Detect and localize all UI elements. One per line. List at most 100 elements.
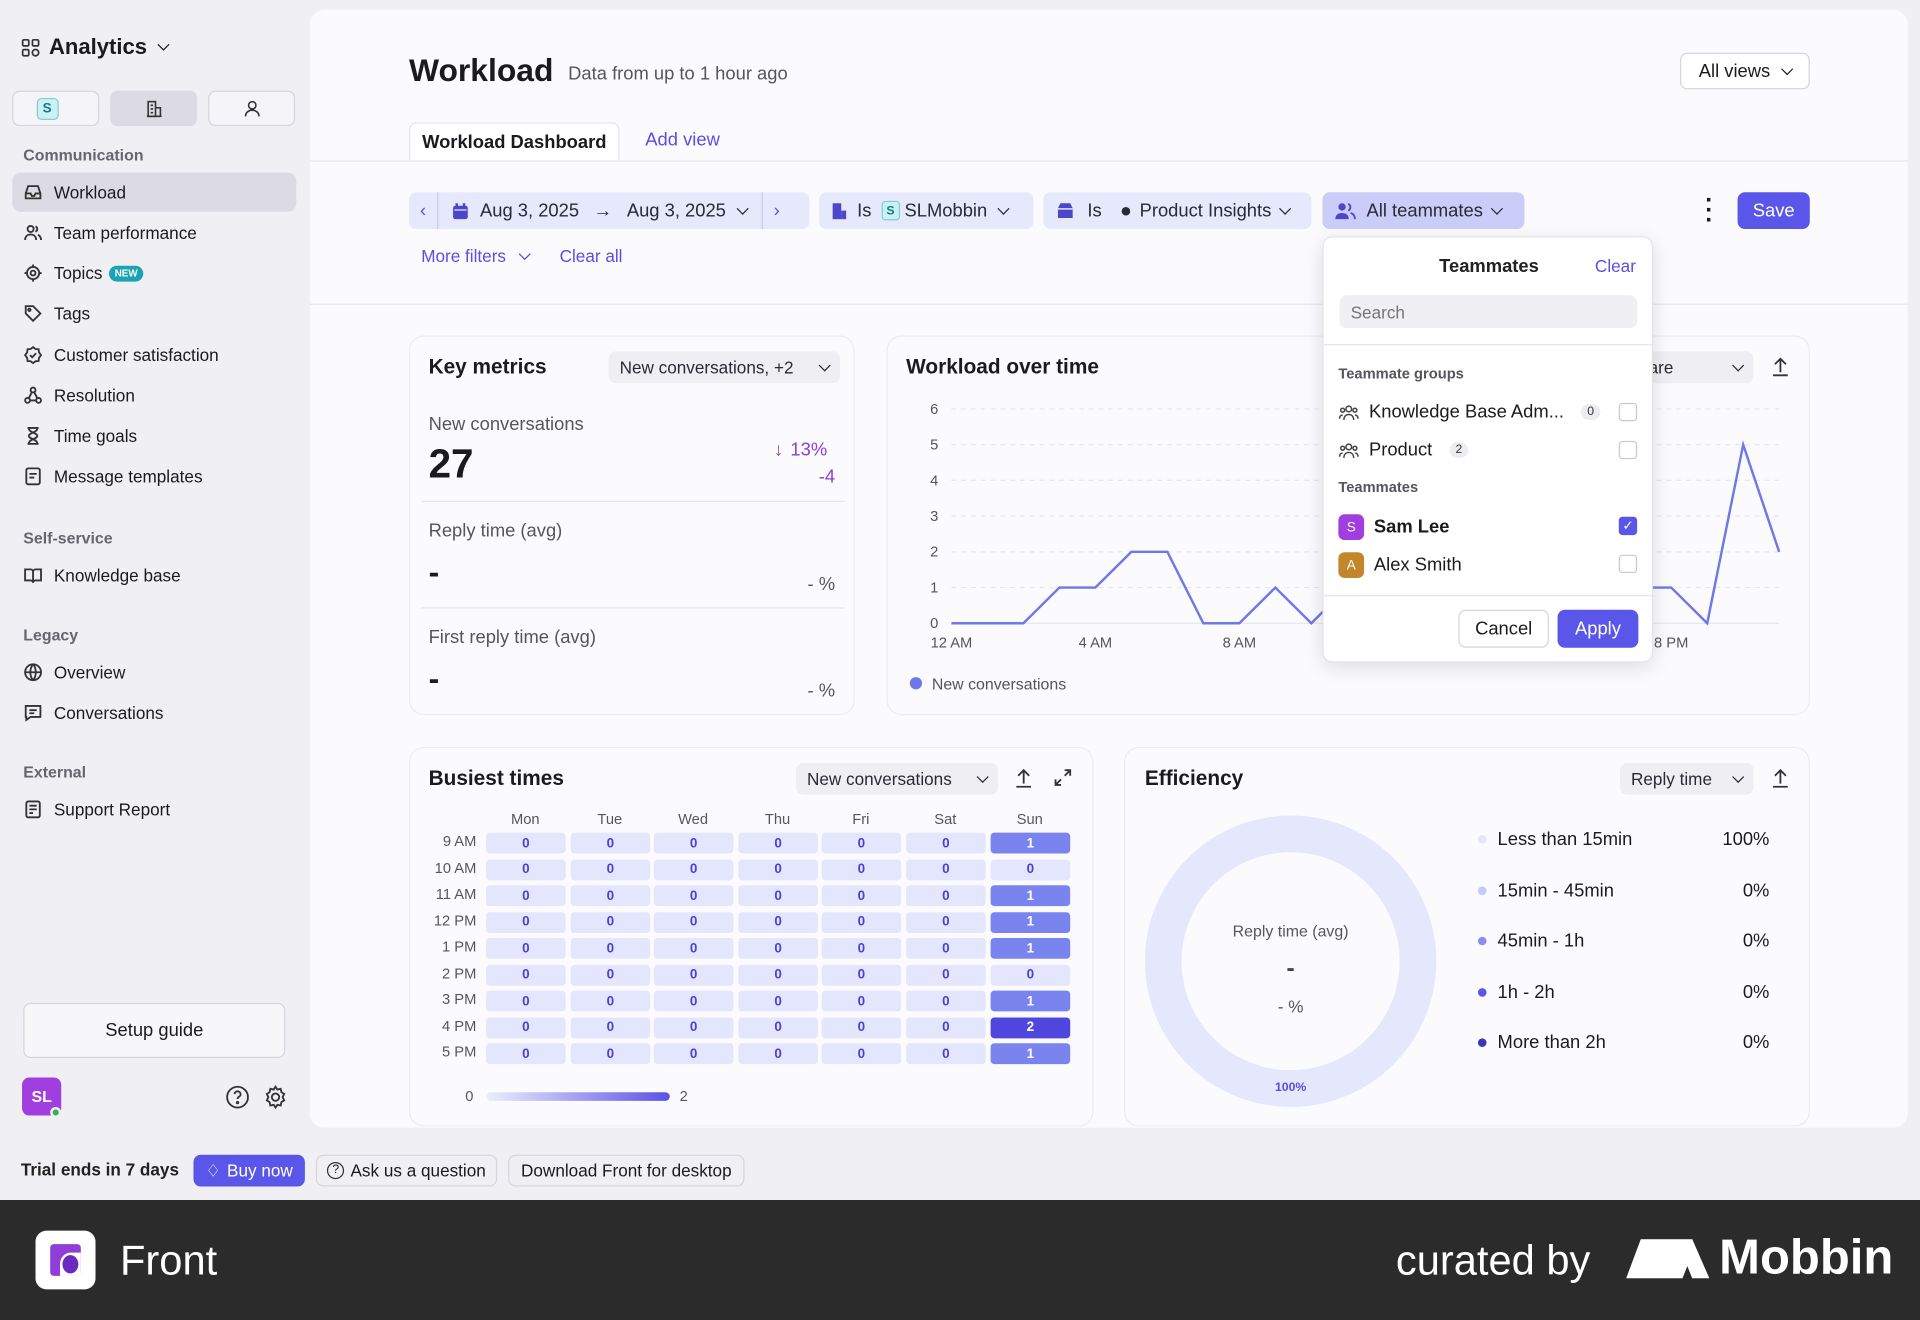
heatmap-cell[interactable]: 0 — [906, 937, 986, 959]
gear-icon[interactable] — [263, 1085, 287, 1110]
inbox-filter[interactable]: Is Product Insights — [1043, 192, 1312, 229]
heatmap-cell[interactable]: 0 — [486, 911, 566, 933]
heatmap-cell[interactable]: 0 — [570, 832, 651, 854]
sidebar-item-topics[interactable]: Topics NEW — [12, 253, 296, 292]
teammate-option-alex-smith[interactable]: A Alex Smith — [1338, 552, 1462, 578]
heatmap-cell[interactable]: 1 — [990, 885, 1071, 907]
company-view-button[interactable] — [110, 90, 198, 127]
date-range-filter[interactable]: ‹ Aug 3, 2025 → Aug 3, 2025 › — [408, 192, 810, 229]
more-filters-button[interactable]: More filters — [421, 246, 532, 266]
heatmap-cell[interactable]: 0 — [653, 1016, 734, 1038]
user-avatar[interactable]: SL — [22, 1077, 62, 1116]
heatmap-cell[interactable]: 0 — [570, 1016, 651, 1038]
tab-add-view[interactable]: Add view — [645, 129, 720, 151]
sidebar-item-knowledge-base[interactable]: Knowledge base — [12, 556, 296, 595]
heatmap-cell[interactable]: 0 — [906, 1043, 986, 1065]
heatmap-cell[interactable]: 0 — [738, 911, 818, 933]
heatmap-cell[interactable]: 0 — [821, 832, 902, 854]
heatmap-cell[interactable]: 0 — [653, 990, 734, 1012]
help-icon[interactable] — [225, 1085, 249, 1109]
heatmap-cell[interactable]: 0 — [570, 911, 651, 933]
heatmap-cell[interactable]: 0 — [821, 1043, 902, 1065]
heatmap-cell[interactable]: 0 — [486, 1043, 566, 1065]
heatmap-cell[interactable]: 0 — [486, 858, 566, 880]
heatmap-cell[interactable]: 0 — [570, 858, 651, 880]
clear-button[interactable]: Clear — [1594, 255, 1636, 276]
heatmap-cell[interactable]: 0 — [653, 832, 734, 854]
heatmap-cell[interactable]: 0 — [486, 832, 566, 854]
heatmap-cell[interactable]: 0 — [570, 964, 651, 986]
heatmap-cell[interactable]: 0 — [653, 1043, 734, 1065]
heatmap-cell[interactable]: 0 — [653, 885, 734, 907]
sidebar-item-conversations[interactable]: Conversations — [12, 693, 296, 732]
teammates-filter[interactable]: All teammates — [1322, 192, 1525, 229]
heatmap-cell[interactable]: 0 — [738, 964, 818, 986]
legend-label[interactable]: New conversations — [932, 676, 1066, 693]
sidebar-item-team-performance[interactable]: Team performance — [12, 213, 296, 252]
all-views-dropdown[interactable]: All views — [1680, 52, 1810, 90]
heatmap-cell[interactable]: 0 — [738, 1016, 818, 1038]
sidebar-item-time-goals[interactable]: Time goals — [12, 416, 296, 455]
heatmap-cell[interactable]: 0 — [486, 1016, 566, 1038]
teammate-option-sam-lee[interactable]: S Sam Lee — [1338, 514, 1449, 541]
heatmap-cell[interactable]: 0 — [570, 885, 651, 907]
busiest-times-dropdown[interactable]: New conversations — [795, 762, 998, 795]
teammate-search-input[interactable] — [1339, 295, 1638, 329]
apply-button[interactable]: Apply — [1557, 609, 1639, 648]
heatmap-cell[interactable]: 0 — [906, 964, 986, 986]
more-options-icon[interactable]: · · · — [1705, 187, 1714, 234]
group-checkbox[interactable] — [1618, 440, 1638, 460]
heatmap-cell[interactable]: 0 — [821, 937, 902, 959]
cancel-button[interactable]: Cancel — [1458, 609, 1549, 648]
next-period-button[interactable]: › — [761, 192, 790, 229]
heatmap-cell[interactable]: 0 — [821, 911, 902, 933]
heatmap-cell[interactable]: 0 — [570, 937, 651, 959]
workspace-switcher[interactable]: S — [12, 90, 100, 127]
heatmap-cell[interactable]: 1 — [990, 990, 1071, 1012]
group-option-product[interactable]: Product 2 — [1338, 440, 1469, 460]
heatmap-cell[interactable]: 0 — [906, 990, 986, 1012]
sidebar-item-resolution[interactable]: Resolution — [12, 376, 296, 415]
sidebar-item-message-templates[interactable]: Message templates — [12, 457, 296, 496]
heatmap-cell[interactable]: 0 — [906, 1016, 986, 1038]
efficiency-dropdown[interactable]: Reply time — [1620, 762, 1754, 795]
heatmap-cell[interactable]: 0 — [738, 885, 818, 907]
heatmap-cell[interactable]: 0 — [821, 1016, 902, 1038]
heatmap-cell[interactable]: 0 — [653, 937, 734, 959]
clear-all-link[interactable]: Clear all — [559, 246, 623, 266]
heatmap-cell[interactable]: 0 — [990, 964, 1071, 986]
heatmap-cell[interactable]: 0 — [990, 858, 1071, 880]
heatmap-cell[interactable]: 0 — [738, 832, 818, 854]
heatmap-cell[interactable]: 0 — [486, 937, 566, 959]
metrics-dropdown[interactable]: New conversations, +2 — [608, 351, 841, 384]
personal-view-button[interactable] — [208, 90, 296, 127]
expand-icon[interactable] — [1053, 768, 1073, 788]
download-desktop-button[interactable]: Download Front for desktop — [508, 1154, 745, 1187]
heatmap-cell[interactable]: 0 — [486, 885, 566, 907]
heatmap-cell[interactable]: 0 — [653, 858, 734, 880]
tab-workload-dashboard[interactable]: Workload Dashboard — [408, 122, 620, 161]
heatmap-cell[interactable]: 1 — [990, 1043, 1071, 1065]
heatmap-cell[interactable]: 0 — [821, 964, 902, 986]
heatmap-cell[interactable]: 0 — [821, 990, 902, 1012]
heatmap-cell[interactable]: 0 — [486, 990, 566, 1012]
buy-now-button[interactable]: ♢ Buy now — [193, 1154, 305, 1187]
workspace-filter[interactable]: Is S SLMobbin — [819, 192, 1034, 229]
heatmap-cell[interactable]: 1 — [990, 832, 1071, 854]
group-checkbox[interactable] — [1618, 402, 1638, 422]
heatmap-cell[interactable]: 1 — [990, 911, 1071, 933]
heatmap-cell[interactable]: 0 — [570, 1043, 651, 1065]
heatmap-cell[interactable]: 0 — [906, 832, 986, 854]
heatmap-cell[interactable]: 0 — [906, 858, 986, 880]
heatmap-cell[interactable]: 1 — [990, 937, 1071, 959]
heatmap-cell[interactable]: 0 — [821, 885, 902, 907]
heatmap-cell[interactable]: 0 — [653, 964, 734, 986]
heatmap-cell[interactable]: 0 — [738, 937, 818, 959]
sidebar-item-tags[interactable]: Tags — [12, 294, 296, 333]
heatmap-cell[interactable]: 0 — [821, 858, 902, 880]
sidebar-item-overview[interactable]: Overview — [12, 653, 296, 692]
ask-question-button[interactable]: ? Ask us a question — [315, 1154, 498, 1187]
group-option-knowledge-base[interactable]: Knowledge Base Adm... 0 — [1338, 402, 1601, 422]
heatmap-cell[interactable]: 0 — [738, 990, 818, 1012]
setup-guide-button[interactable]: Setup guide — [23, 1002, 286, 1058]
